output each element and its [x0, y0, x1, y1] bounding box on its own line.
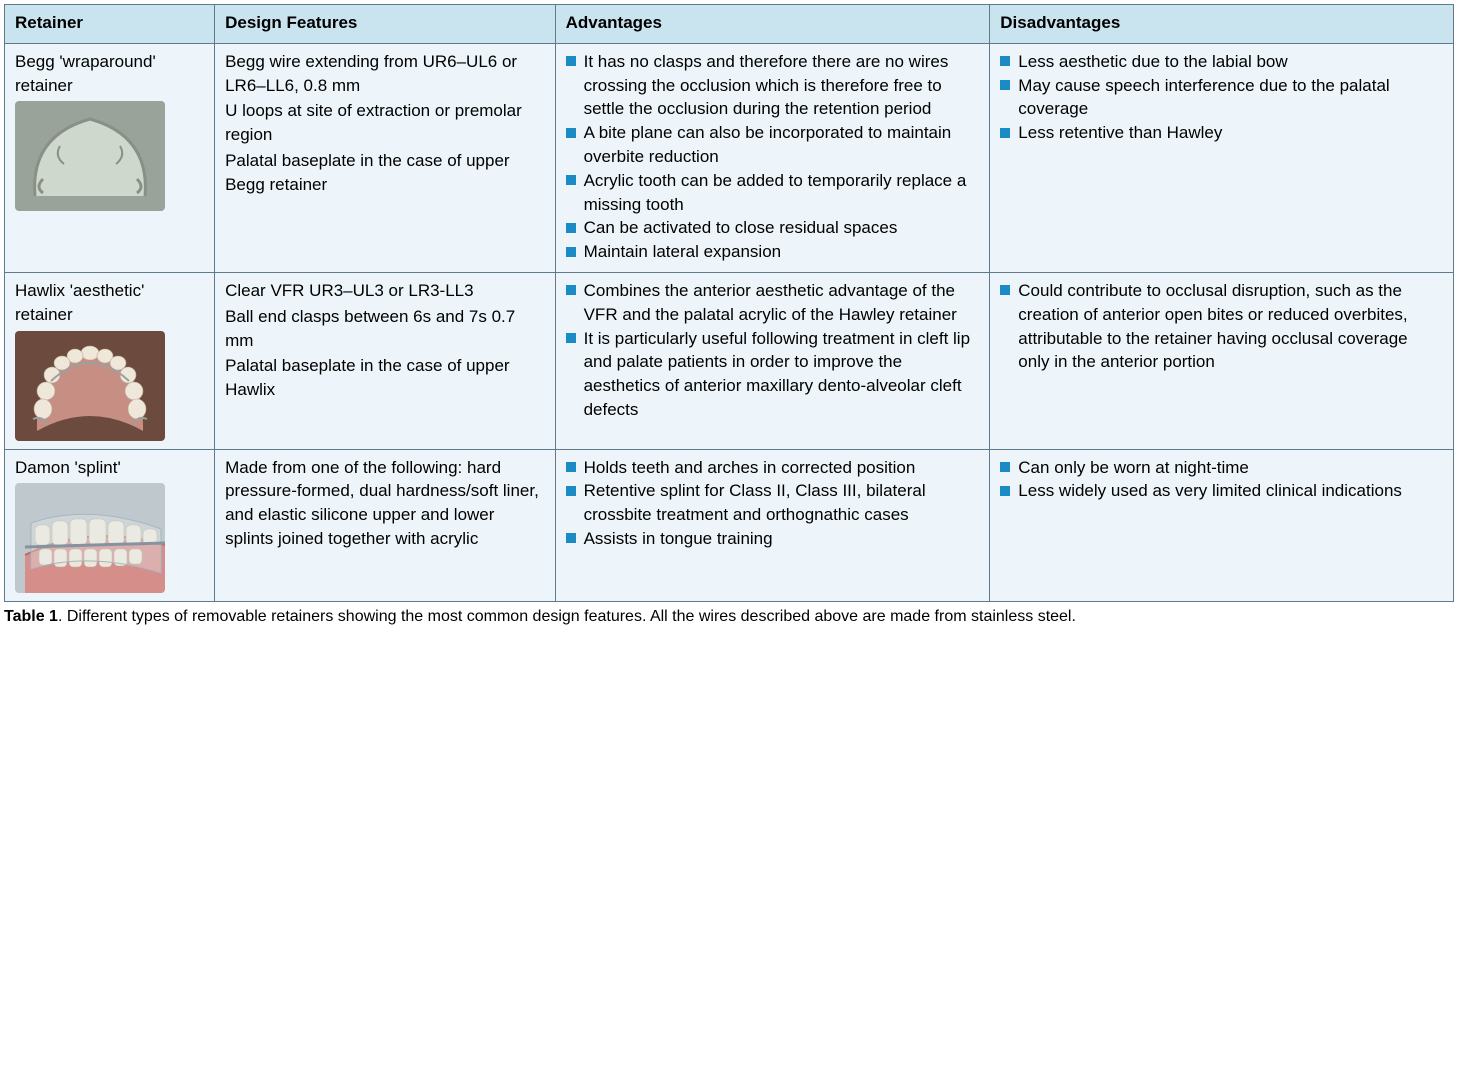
col-design: Design Features	[215, 5, 556, 44]
list-item: Can only be worn at night-time	[1000, 456, 1443, 480]
list-item: Combines the anterior aesthetic advantag…	[566, 279, 980, 327]
disadvantages-cell: Less aesthetic due to the labial bow May…	[990, 43, 1454, 272]
table-caption: Table 1. Different types of removable re…	[4, 606, 1454, 628]
advantages-list: Combines the anterior aesthetic advantag…	[566, 279, 980, 422]
advantages-list: It has no clasps and therefore there are…	[566, 50, 980, 264]
design-cell: Begg wire extending from UR6–UL6 or LR6–…	[215, 43, 556, 272]
disadvantages-cell: Can only be worn at night-time Less wide…	[990, 449, 1454, 602]
design-line: Begg wire extending from UR6–UL6 or LR6–…	[225, 50, 545, 98]
list-item: Less widely used as very limited clinica…	[1000, 479, 1443, 503]
disadvantages-list: Could contribute to occlusal disruption,…	[1000, 279, 1443, 374]
retainer-name: Hawlix 'aesthetic' retainer	[15, 279, 204, 327]
table-header-row: Retainer Design Features Advantages Disa…	[5, 5, 1454, 44]
disadvantages-list: Can only be worn at night-time Less wide…	[1000, 456, 1443, 504]
list-item: Acrylic tooth can be added to temporaril…	[566, 169, 980, 217]
col-advantages: Advantages	[555, 5, 990, 44]
list-item: Could contribute to occlusal disruption,…	[1000, 279, 1443, 374]
design-line: Ball end clasps between 6s and 7s 0.7 mm	[225, 305, 545, 353]
retainer-cell: Begg 'wraparound' retainer	[5, 43, 215, 272]
list-item: Maintain lateral expansion	[566, 240, 980, 264]
col-retainer: Retainer	[5, 5, 215, 44]
retainer-image-begg	[15, 101, 165, 211]
list-item: It is particularly useful following trea…	[566, 327, 980, 422]
retainer-image-hawlix	[15, 331, 165, 441]
list-item: Retentive splint for Class II, Class III…	[566, 479, 980, 527]
design-line: U loops at site of extraction or premola…	[225, 99, 545, 147]
list-item: Less retentive than Hawley	[1000, 121, 1443, 145]
list-item: It has no clasps and therefore there are…	[566, 50, 980, 121]
table-row: Hawlix 'aesthetic' retainer	[5, 272, 1454, 449]
table-row: Damon 'splint'	[5, 449, 1454, 602]
design-line: Palatal baseplate in the case of upper B…	[225, 149, 545, 197]
advantages-cell: It has no clasps and therefore there are…	[555, 43, 990, 272]
design-cell: Made from one of the following: hard pre…	[215, 449, 556, 602]
design-line: Clear VFR UR3–UL3 or LR3-LL3	[225, 279, 545, 303]
disadvantages-list: Less aesthetic due to the labial bow May…	[1000, 50, 1443, 145]
caption-text: . Different types of removable retainers…	[58, 608, 1076, 625]
list-item: May cause speech interference due to the…	[1000, 74, 1443, 122]
list-item: Less aesthetic due to the labial bow	[1000, 50, 1443, 74]
advantages-list: Holds teeth and arches in corrected posi…	[566, 456, 980, 551]
retainer-cell: Hawlix 'aesthetic' retainer	[5, 272, 215, 449]
retainers-table: Retainer Design Features Advantages Disa…	[4, 4, 1454, 602]
design-line: Palatal baseplate in the case of upper H…	[225, 354, 545, 402]
retainer-cell: Damon 'splint'	[5, 449, 215, 602]
list-item: Assists in tongue training	[566, 527, 980, 551]
retainer-name: Begg 'wraparound' retainer	[15, 50, 204, 98]
col-disadvantages: Disadvantages	[990, 5, 1454, 44]
advantages-cell: Combines the anterior aesthetic advantag…	[555, 272, 990, 449]
table-row: Begg 'wraparound' retainer Begg wire	[5, 43, 1454, 272]
list-item: A bite plane can also be incorporated to…	[566, 121, 980, 169]
retainer-image-damon	[15, 483, 165, 593]
disadvantages-cell: Could contribute to occlusal disruption,…	[990, 272, 1454, 449]
advantages-cell: Holds teeth and arches in corrected posi…	[555, 449, 990, 602]
list-item: Holds teeth and arches in corrected posi…	[566, 456, 980, 480]
caption-label: Table 1	[4, 608, 58, 625]
design-cell: Clear VFR UR3–UL3 or LR3-LL3 Ball end cl…	[215, 272, 556, 449]
list-item: Can be activated to close residual space…	[566, 216, 980, 240]
design-line: Made from one of the following: hard pre…	[225, 456, 545, 551]
retainer-name: Damon 'splint'	[15, 456, 204, 480]
